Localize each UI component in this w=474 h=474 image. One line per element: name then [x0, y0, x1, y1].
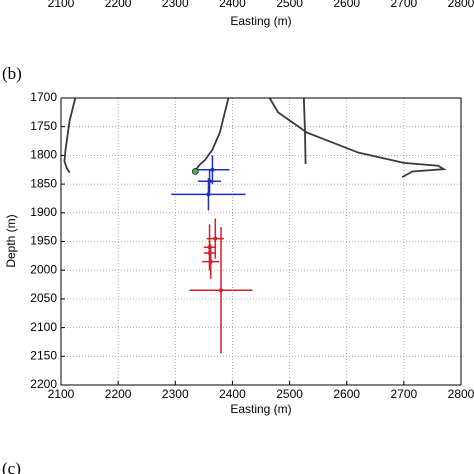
panel-label: (b): [2, 64, 22, 83]
x-label: Easting (m): [230, 402, 291, 416]
y-label: Depth (m): [4, 214, 18, 267]
y-tick-label: 1850: [30, 176, 57, 190]
x-tick-label: 2200: [105, 387, 132, 401]
point: [219, 288, 223, 293]
next-panel-label: (c): [2, 459, 21, 474]
x-tick-label: 2700: [391, 387, 418, 401]
well-trajectory: [302, 97, 307, 165]
y-tick-label: 2200: [30, 377, 57, 391]
prev-x-tick-label: 2200: [105, 0, 132, 10]
green-marker: [191, 168, 199, 175]
y-tick-label: 1700: [30, 90, 57, 104]
y-tick-label: 1750: [30, 119, 57, 133]
y-tick-label: 2100: [30, 320, 57, 334]
prev-x-tick-label: 2500: [276, 0, 303, 10]
y-tick-label: 1900: [30, 205, 57, 219]
prev-x-tick-label: 2700: [391, 0, 418, 10]
prev-x-tick-label: 2100: [48, 0, 75, 10]
x-tick-label: 2500: [276, 387, 303, 401]
prev-x-tick-label: 2300: [162, 0, 189, 10]
point: [207, 250, 212, 255]
x-tick-label: 2300: [162, 387, 189, 401]
well-trajectory: [63, 97, 77, 174]
prev-x-tick-label: 2400: [219, 0, 246, 10]
y-tick-label: 2000: [30, 262, 57, 276]
prev-x-tick-label: 2800: [448, 0, 474, 10]
prev-x-tick-label: 2600: [333, 0, 360, 10]
point: [213, 236, 218, 241]
x-tick-label: 2100: [48, 387, 75, 401]
x-tick-label: 2600: [333, 387, 360, 401]
x-tick-label: 2400: [219, 387, 246, 401]
y-tick-label: 2050: [30, 291, 57, 305]
prev-x-label: Easting (m): [230, 14, 291, 28]
well-trajectory: [194, 97, 230, 171]
y-tick-label: 2150: [30, 348, 57, 362]
y-tick-label: 1800: [30, 148, 57, 162]
point: [210, 167, 215, 172]
point: [206, 192, 211, 197]
y-tick-label: 1950: [30, 234, 57, 248]
plot-frame: [60, 97, 462, 386]
well-trajectory: [268, 97, 447, 178]
x-tick-label: 2800: [448, 387, 474, 401]
